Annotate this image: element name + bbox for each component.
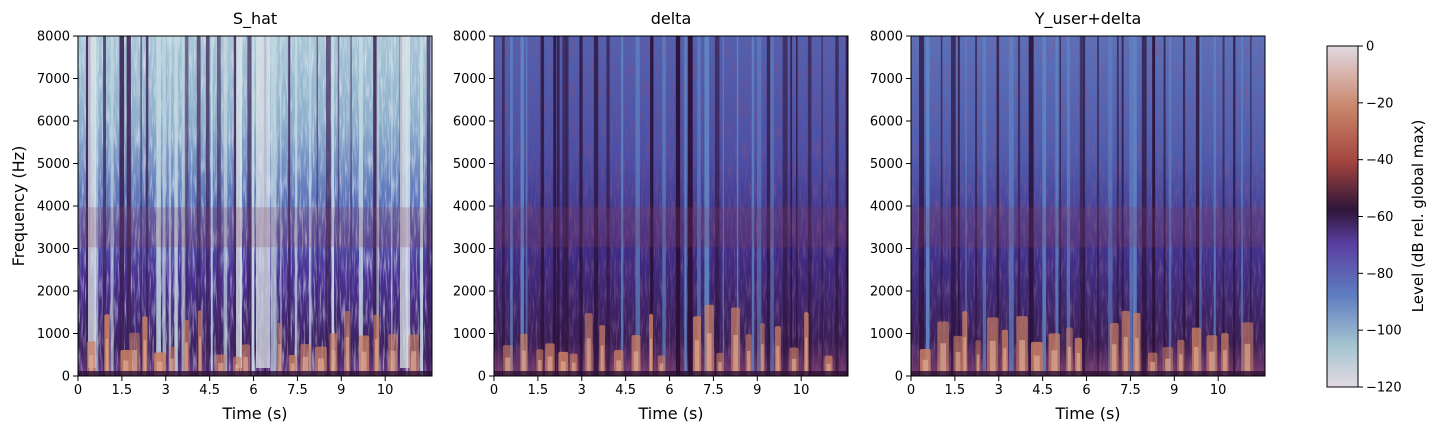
x-axis-label: Time (s): [637, 404, 703, 423]
x-axis-label: Time (s): [1054, 404, 1120, 423]
x-tick-label: 0: [490, 383, 498, 398]
x-tick-label: 0: [74, 383, 82, 398]
y-tick-label: 8000: [870, 30, 903, 45]
spectrogram-image: [494, 36, 848, 376]
spectrogram-panel-shat: S_hat 0 1.5 3 4.5 6 7.5 9 10 Time (s) 0 1000 2000 300…: [9, 9, 433, 423]
x-tick-label: 9: [337, 383, 345, 398]
colorbar-gradient: [1326, 45, 1359, 388]
x-tick-label: 7.5: [703, 383, 724, 398]
panel-title: Y_user+delta: [1034, 9, 1142, 29]
x-tick-label: 4.5: [199, 383, 220, 398]
y-tick-label: 2000: [870, 285, 903, 300]
y-tick-label: 7000: [870, 72, 903, 87]
x-tick-label: 6: [665, 383, 673, 398]
y-tick-label: 1000: [37, 327, 70, 342]
y-tick-label: 5000: [453, 157, 486, 172]
x-tick-label: 10: [1210, 383, 1227, 398]
x-tick-label: 4.5: [615, 383, 636, 398]
y-tick-label: 4000: [870, 200, 903, 215]
y-tick-label: 6000: [453, 115, 486, 130]
y-tick-label: 7000: [453, 72, 486, 87]
x-tick-label: 9: [1170, 383, 1178, 398]
x-tick-label: 6: [1082, 383, 1090, 398]
x-axis-label: Time (s): [221, 404, 287, 423]
y-tick-label: 0: [895, 370, 903, 385]
y-tick-label: 0: [62, 370, 70, 385]
y-tick-label: 7000: [37, 72, 70, 87]
x-tick-label: 1.5: [528, 383, 549, 398]
panel-title: S_hat: [233, 9, 277, 29]
x-tick-label: 4.5: [1032, 383, 1053, 398]
panel-title: delta: [651, 9, 692, 28]
colorbar-tick-label: −100: [1366, 324, 1402, 339]
colorbar-tick-label: −60: [1366, 210, 1393, 225]
spectrogram-panel-ydelta: Y_user+delta 0 1.5 3 4.5 6 7.5 9 10 Time (s) 0 1000…: [870, 9, 1266, 423]
y-tick-label: 3000: [453, 242, 486, 257]
x-tick-label: 1.5: [112, 383, 133, 398]
y-tick-label: 5000: [37, 157, 70, 172]
colorbar-tick-label: −80: [1366, 267, 1393, 282]
y-tick-label: 1000: [453, 327, 486, 342]
x-tick-label: 7.5: [1120, 383, 1141, 398]
spectrogram-panel-delta: delta 0 1.5 3 4.5 6 7.5 9 10 Time (s) 0 1000 2000 300…: [453, 9, 849, 423]
x-tick-label: 6: [249, 383, 257, 398]
colorbar-tick-label: −120: [1366, 381, 1402, 396]
x-tick-label: 1.5: [945, 383, 966, 398]
colorbar-tick-label: 0: [1366, 40, 1374, 55]
y-tick-label: 6000: [870, 115, 903, 130]
y-tick-label: 4000: [37, 200, 70, 215]
x-tick-label: 0: [907, 383, 915, 398]
x-tick-label: 7.5: [287, 383, 308, 398]
x-tick-label: 9: [753, 383, 761, 398]
y-tick-label: 3000: [870, 242, 903, 257]
y-tick-label: 4000: [453, 200, 486, 215]
colorbar: 0 −20 −40 −60 −80 −100 −120 Level (dB rel. glo…: [1326, 40, 1427, 396]
x-tick-label: 3: [578, 383, 586, 398]
y-tick-label: 8000: [37, 30, 70, 45]
y-tick-label: 5000: [870, 157, 903, 172]
colorbar-tick-label: −40: [1366, 153, 1393, 168]
spectrogram-image: [78, 36, 432, 376]
x-tick-label: 10: [377, 383, 394, 398]
y-tick-label: 8000: [453, 30, 486, 45]
colorbar-label: Level (dB rel. global max): [1409, 120, 1427, 313]
x-tick-label: 3: [162, 383, 170, 398]
colorbar-tick-label: −20: [1366, 96, 1393, 111]
y-tick-label: 6000: [37, 115, 70, 130]
x-tick-label: 3: [995, 383, 1003, 398]
y-tick-label: 0: [478, 370, 486, 385]
y-tick-label: 1000: [870, 327, 903, 342]
y-tick-label: 2000: [37, 285, 70, 300]
y-axis-label: Frequency (Hz): [9, 146, 28, 267]
spectrogram-image: [911, 36, 1265, 376]
x-tick-label: 10: [793, 383, 810, 398]
y-tick-label: 2000: [453, 285, 486, 300]
y-tick-label: 3000: [37, 242, 70, 257]
